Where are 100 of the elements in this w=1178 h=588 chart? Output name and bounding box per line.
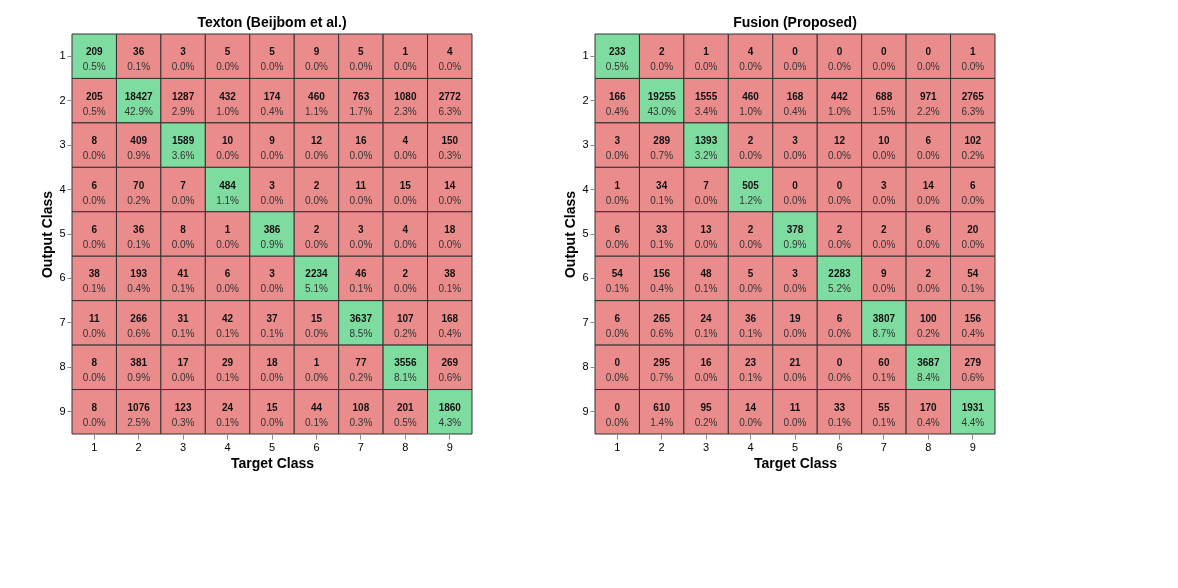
data-label: 4 (402, 224, 409, 235)
data-label: 95 (700, 401, 713, 413)
annotation: 0.0% (349, 239, 373, 250)
annotation: 0.0% (171, 194, 195, 206)
annotation: 0.4% (916, 416, 940, 428)
data-label: 3556 (394, 357, 417, 369)
data-label: 205 (85, 90, 103, 102)
data-label: 19 (789, 312, 801, 324)
annotation: 0.0% (260, 416, 284, 428)
y-tick-label: 5 (582, 227, 589, 239)
data-label: 34 (656, 179, 668, 191)
data-label: 54 (611, 268, 624, 280)
annotation: 8.5% (349, 327, 373, 339)
data-label: 505 (742, 179, 760, 191)
data-label: 36 (133, 224, 145, 235)
data-label: 610 (653, 401, 671, 413)
annotation: 0.0% (828, 194, 851, 206)
annotation: 0.1% (605, 283, 629, 295)
data-label: 15 (399, 179, 412, 191)
annotation: 0.0% (605, 327, 629, 339)
annotation: 0.0% (872, 283, 896, 295)
data-label: 0 (836, 46, 843, 58)
annotation: 0.5% (393, 416, 417, 428)
data-label: 18 (266, 357, 278, 369)
data-label: 41 (177, 268, 190, 280)
annotation: 2.5% (127, 416, 151, 428)
annotation: 4.4% (961, 416, 985, 428)
annotation: 0.7% (650, 372, 674, 384)
x-tick-label: 1 (614, 440, 621, 453)
data-label: 11 (789, 401, 801, 413)
data-label: 3 (269, 179, 276, 191)
data-label: 6 (836, 312, 843, 324)
data-label: 8 (91, 135, 98, 147)
annotation: 0.0% (216, 150, 240, 162)
data-label: 378 (786, 224, 804, 235)
data-label: 44 (310, 401, 323, 413)
data-label: 2 (836, 224, 843, 235)
annotation: 43.0% (647, 105, 676, 117)
annotation: 0.1% (438, 283, 462, 295)
data-label: 48 (700, 268, 713, 280)
chart-title: Texton (Beijbom et al.) (197, 13, 347, 30)
annotation: 0.0% (828, 150, 851, 162)
annotation: 1.4% (650, 416, 674, 428)
annotation: 6.3% (961, 105, 985, 117)
annotation: 0.0% (916, 283, 940, 295)
data-label: 6 (91, 179, 98, 191)
y-tick-label: 2 (582, 93, 589, 106)
data-label: 156 (653, 268, 671, 280)
data-label: 123 (174, 401, 192, 413)
annotation: 0.0% (171, 239, 195, 250)
annotation: 1.5% (872, 105, 896, 117)
annotation: 0.0% (605, 239, 629, 250)
annotation: 0.9% (127, 150, 151, 162)
annotation: 0.1% (694, 283, 718, 295)
data-label: 381 (130, 357, 148, 369)
annotation: 0.2% (393, 327, 417, 339)
annotation: 0.0% (605, 372, 629, 384)
annotation: 0.1% (961, 283, 985, 295)
x-tick-label: 5 (268, 440, 276, 453)
data-label: 763 (352, 90, 370, 102)
data-label: 11 (88, 312, 100, 324)
annotation: 0.0% (828, 239, 851, 250)
data-label: 166 (608, 90, 626, 102)
annotation: 0.0% (393, 61, 417, 73)
annotation: 0.0% (305, 150, 328, 162)
annotation: 0.0% (961, 61, 985, 73)
data-label: 2765 (961, 90, 985, 102)
y-tick-label: 6 (582, 271, 589, 284)
y-tick-label: 8 (59, 360, 66, 373)
annotation: 1.1% (216, 194, 240, 206)
data-label: 14 (744, 401, 757, 413)
data-label: 38 (444, 268, 456, 280)
x-tick-label: 2 (135, 440, 142, 453)
annotation: 0.0% (783, 61, 807, 73)
data-label: 15 (266, 401, 278, 413)
data-label: 168 (441, 312, 459, 324)
data-label: 265 (653, 312, 671, 324)
data-label: 60 (878, 357, 890, 369)
data-label: 6 (224, 268, 231, 280)
annotation: 3.2% (694, 150, 718, 162)
data-label: 77 (355, 357, 367, 369)
annotation: 0.0% (82, 239, 106, 250)
data-label: 36 (133, 46, 145, 58)
data-label: 201 (396, 401, 415, 413)
data-label: 4 (747, 46, 754, 58)
annotation: 0.6% (961, 372, 985, 384)
chart-title: Fusion (Proposed) (733, 13, 857, 30)
data-label: 70 (133, 179, 145, 191)
data-label: 14 (922, 179, 935, 191)
y-axis-title: Output Class (562, 190, 579, 279)
annotation: 1.0% (828, 105, 851, 117)
data-label: 12 (310, 135, 323, 147)
x-tick-label: 9 (969, 440, 976, 453)
annotation: 0.5% (605, 61, 629, 73)
annotation: 0.2% (694, 416, 718, 428)
annotation: 0.6% (127, 327, 151, 339)
annotation: 0.1% (872, 416, 896, 428)
annotation: 0.3% (349, 416, 373, 428)
x-axis-title: Target Class (231, 454, 315, 471)
data-label: 15 (310, 312, 323, 324)
